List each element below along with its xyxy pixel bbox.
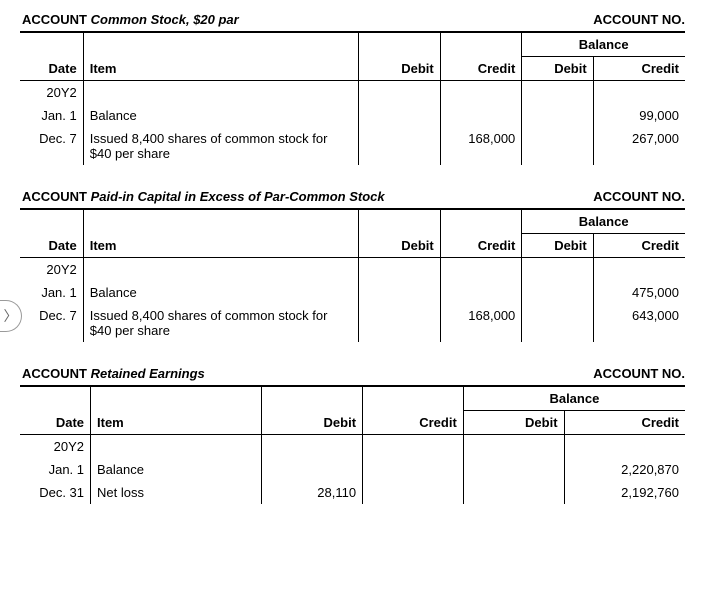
col-balance-debit: Debit [522,234,593,258]
cell-credit: 168,000 [440,304,522,342]
cell-date: Dec. 31 [20,481,91,504]
cell-balance-credit: 99,000 [593,104,685,127]
year-row: 20Y2 [20,435,685,459]
cell-balance-debit [463,458,564,481]
account-number-label: ACCOUNT NO. [593,12,685,27]
cell-date: Jan. 1 [20,458,91,481]
table-row: Dec. 7Issued 8,400 shares of common stoc… [20,304,685,342]
cell-debit [359,104,441,127]
ledger-title: ACCOUNT Retained Earnings [22,366,205,381]
col-date: Date [20,411,91,435]
cell-balance-debit [522,127,593,165]
ledger-title: ACCOUNT Paid-in Capital in Excess of Par… [22,189,385,204]
cell-credit [440,104,522,127]
col-debit: Debit [359,234,441,258]
table-row: Jan. 1Balance 2,220,870 [20,458,685,481]
col-item: Item [91,411,262,435]
account-number-label: ACCOUNT NO. [593,366,685,381]
cell-credit [363,481,464,504]
cell-balance-credit: 475,000 [593,281,685,304]
cell-credit [440,281,522,304]
ledger-title-row: ACCOUNT Common Stock, $20 par ACCOUNT NO. [20,12,685,33]
ledgers-container: ACCOUNT Common Stock, $20 par ACCOUNT NO.… [20,12,685,504]
col-balance: Balance [522,33,685,57]
col-balance: Balance [522,210,685,234]
cell-item: Balance [83,104,358,127]
account-number-label: ACCOUNT NO. [593,189,685,204]
cell-balance-debit [463,481,564,504]
table-row: Dec. 31Net loss28,110 2,192,760 [20,481,685,504]
cell-credit [363,458,464,481]
cell-debit: 28,110 [262,481,363,504]
col-debit: Debit [359,57,441,81]
ledger-block: ACCOUNT Paid-in Capital in Excess of Par… [20,189,685,342]
cell-item: Issued 8,400 shares of common stock for … [83,304,358,342]
cell-debit [359,127,441,165]
col-credit: Credit [440,234,522,258]
ledger-title-row: ACCOUNT Paid-in Capital in Excess of Par… [20,189,685,210]
cell-balance-credit: 2,220,870 [564,458,685,481]
cell-date: Jan. 1 [20,281,83,304]
cell-credit: 168,000 [440,127,522,165]
cell-balance-debit [522,104,593,127]
cell-item: Net loss [91,481,262,504]
ledger-table: BalanceDateItemDebitCreditDebitCredit20Y… [20,210,685,342]
table-row: Jan. 1Balance 475,000 [20,281,685,304]
ledger-block: ACCOUNT Common Stock, $20 par ACCOUNT NO.… [20,12,685,165]
cell-balance-credit: 643,000 [593,304,685,342]
year-row: 20Y2 [20,258,685,282]
cell-date: Dec. 7 [20,127,83,165]
col-credit: Credit [440,57,522,81]
ledger-table: BalanceDateItemDebitCreditDebitCredit20Y… [20,33,685,165]
year-cell: 20Y2 [20,435,91,459]
col-balance-credit: Credit [593,234,685,258]
col-balance-debit: Debit [463,411,564,435]
cell-debit [359,281,441,304]
col-balance-credit: Credit [564,411,685,435]
ledger-title: ACCOUNT Common Stock, $20 par [22,12,239,27]
cell-date: Dec. 7 [20,304,83,342]
ledger-table: BalanceDateItemDebitCreditDebitCredit20Y… [20,387,685,504]
cell-balance-credit: 267,000 [593,127,685,165]
col-item: Item [83,57,358,81]
cell-balance-credit: 2,192,760 [564,481,685,504]
year-cell: 20Y2 [20,258,83,282]
cell-item: Balance [83,281,358,304]
col-debit: Debit [262,411,363,435]
ledger-title-row: ACCOUNT Retained Earnings ACCOUNT NO. [20,366,685,387]
table-row: Jan. 1Balance 99,000 [20,104,685,127]
col-date: Date [20,234,83,258]
cell-date: Jan. 1 [20,104,83,127]
year-row: 20Y2 [20,81,685,105]
cell-balance-debit [522,304,593,342]
table-row: Dec. 7Issued 8,400 shares of common stoc… [20,127,685,165]
cell-item: Balance [91,458,262,481]
col-date: Date [20,57,83,81]
cell-item: Issued 8,400 shares of common stock for … [83,127,358,165]
ledger-block: ACCOUNT Retained Earnings ACCOUNT NO. Bala… [20,366,685,504]
cell-balance-debit [522,281,593,304]
col-item: Item [83,234,358,258]
col-balance: Balance [463,387,685,411]
col-balance-credit: Credit [593,57,685,81]
side-scroll-indicator[interactable]: 〉 [0,300,22,332]
cell-debit [359,304,441,342]
col-credit: Credit [363,411,464,435]
year-cell: 20Y2 [20,81,83,105]
col-balance-debit: Debit [522,57,593,81]
cell-debit [262,458,363,481]
